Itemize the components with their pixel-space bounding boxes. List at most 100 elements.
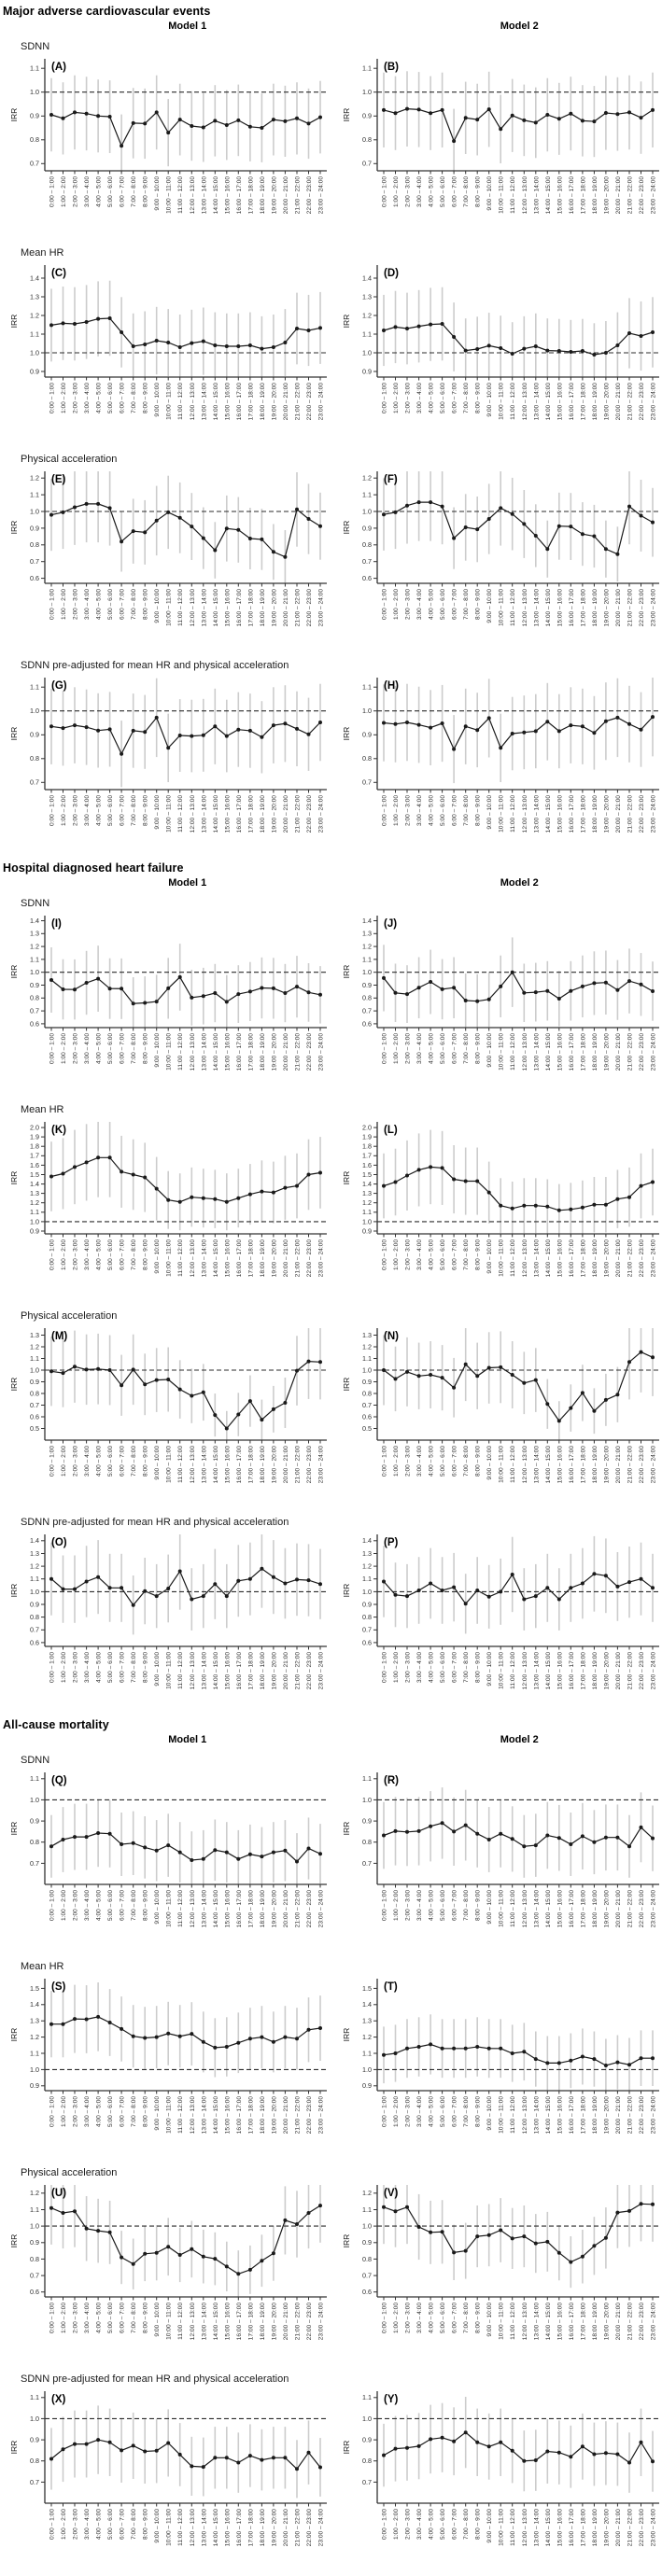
data-point (166, 1378, 170, 1381)
data-point (651, 2056, 655, 2060)
data-point (213, 1582, 217, 1586)
x-tick-label: 2:00 – 3:00 (73, 1652, 79, 1683)
data-point (295, 2467, 299, 2471)
x-tick-label: 9:00 – 10:00 (486, 2303, 493, 2337)
x-tick-label: 17:00 – 18:00 (580, 589, 586, 627)
data-point (640, 1351, 643, 1354)
y-tick-label: 1.3 (362, 2017, 372, 2025)
y-tick-label: 0.7 (362, 160, 372, 168)
x-tick-label: 16:00 – 17:00 (569, 1239, 575, 1278)
data-point (120, 144, 123, 147)
data-point (511, 1373, 514, 1377)
y-tick-label: 0.8 (30, 1838, 39, 1846)
data-point (604, 1836, 608, 1840)
x-tick-label: 1:00 – 2:00 (393, 2509, 400, 2540)
x-tick-label: 1:00 – 2:00 (393, 2303, 400, 2333)
x-tick-label: 5:00 – 6:00 (440, 589, 446, 620)
x-tick-label: 4:00 – 5:00 (429, 176, 435, 207)
data-point (545, 2450, 549, 2454)
data-point (557, 2251, 561, 2255)
y-tick-label: 1.0 (30, 507, 39, 515)
data-point (62, 2447, 65, 2451)
data-point (236, 992, 240, 996)
x-tick-label: 0:00 – 1:00 (49, 1033, 56, 1064)
data-point (120, 1842, 123, 1846)
data-point (405, 1830, 409, 1834)
data-point (166, 746, 170, 749)
y-tick-label: 1.1 (362, 64, 372, 73)
x-tick-label: 9:00 – 10:00 (486, 176, 493, 211)
x-tick-label: 17:00 – 18:00 (580, 383, 586, 421)
data-point (236, 119, 240, 122)
data-point (522, 991, 526, 995)
y-tick-label: 1.1 (30, 2393, 39, 2401)
y-tick-label: 0.9 (362, 112, 372, 120)
x-tick-label: 11:00 – 12:00 (510, 1239, 516, 1277)
data-point (108, 2021, 112, 2024)
x-tick-label: 0:00 – 1:00 (382, 383, 388, 413)
y-tick-label: 0.7 (362, 2478, 372, 2486)
x-tick-label: 2:00 – 3:00 (405, 1652, 412, 1683)
data-point (225, 2456, 229, 2459)
y-tick-label: 0.5 (362, 1424, 372, 1433)
panel-letter: (B) (384, 62, 399, 73)
data-point (248, 1577, 252, 1581)
data-point (569, 1586, 572, 1589)
x-tick-label: 23:00 – 24:00 (651, 589, 657, 627)
x-tick-label: 3:00 – 4:00 (416, 2509, 423, 2540)
x-tick-label: 23:00 – 24:00 (318, 2303, 325, 2341)
data-point (651, 1181, 655, 1184)
data-point (487, 998, 491, 1001)
data-point (522, 731, 526, 735)
y-tick-label: 1.1 (30, 1575, 39, 1583)
data-point (534, 534, 538, 538)
x-tick-label: 11:00 – 12:00 (510, 2096, 516, 2134)
x-tick-label: 15:00 – 16:00 (224, 1652, 231, 1690)
data-point (318, 1582, 322, 1586)
x-tick-label: 4:00 – 5:00 (96, 2096, 103, 2127)
data-point (581, 1391, 585, 1394)
data-point (417, 1168, 421, 1171)
x-tick-label: 15:00 – 16:00 (556, 1239, 563, 1278)
data-point (499, 1832, 502, 1836)
data-point (283, 2036, 287, 2039)
data-point (405, 992, 409, 996)
panel-letter: (I) (51, 918, 62, 930)
x-tick-label: 10:00 – 11:00 (166, 176, 173, 214)
data-point (166, 341, 170, 344)
y-tick-label: 1.5 (362, 1170, 372, 1179)
y-tick-label: 1.3 (362, 292, 372, 301)
x-tick-label: 20:00 – 21:00 (283, 795, 289, 833)
data-point (213, 1413, 217, 1417)
y-tick-label: 1.2 (30, 943, 39, 951)
y-tick-label: 0.9 (30, 367, 39, 375)
data-point (615, 716, 619, 720)
x-tick-label: 1:00 – 2:00 (61, 2509, 67, 2540)
x-tick-label: 0:00 – 1:00 (382, 589, 388, 620)
data-point (475, 1832, 479, 1836)
x-tick-label: 7:00 – 8:00 (463, 2303, 470, 2333)
x-tick-label: 1:00 – 2:00 (393, 589, 400, 620)
y-tick-label: 1.3 (30, 292, 39, 301)
y-tick-label: 0.8 (30, 2457, 39, 2465)
y-tick-label: 2.0 (30, 1124, 39, 1132)
x-tick-label: 9:00 – 10:00 (154, 1033, 161, 1068)
x-tick-label: 3:00 – 4:00 (416, 1239, 423, 1270)
x-tick-label: 22:00 – 23:00 (639, 1239, 645, 1278)
x-tick-label: 21:00 – 22:00 (295, 2509, 302, 2547)
x-tick-label: 21:00 – 22:00 (295, 176, 302, 215)
data-point (272, 723, 275, 727)
data-point (85, 112, 89, 116)
data-point (475, 2234, 479, 2238)
data-point (178, 516, 182, 520)
x-tick-label: 3:00 – 4:00 (84, 383, 91, 413)
x-tick-label: 21:00 – 22:00 (295, 2303, 302, 2341)
data-point (640, 2441, 643, 2444)
x-tick-label: 12:00 – 13:00 (190, 1652, 196, 1690)
data-point (155, 2251, 159, 2255)
y-tick-label: 1.1 (362, 1208, 372, 1216)
x-tick-label: 7:00 – 8:00 (463, 795, 470, 826)
data-point (569, 525, 572, 528)
x-tick-label: 0:00 – 1:00 (49, 1890, 56, 1921)
data-point (318, 1360, 322, 1364)
